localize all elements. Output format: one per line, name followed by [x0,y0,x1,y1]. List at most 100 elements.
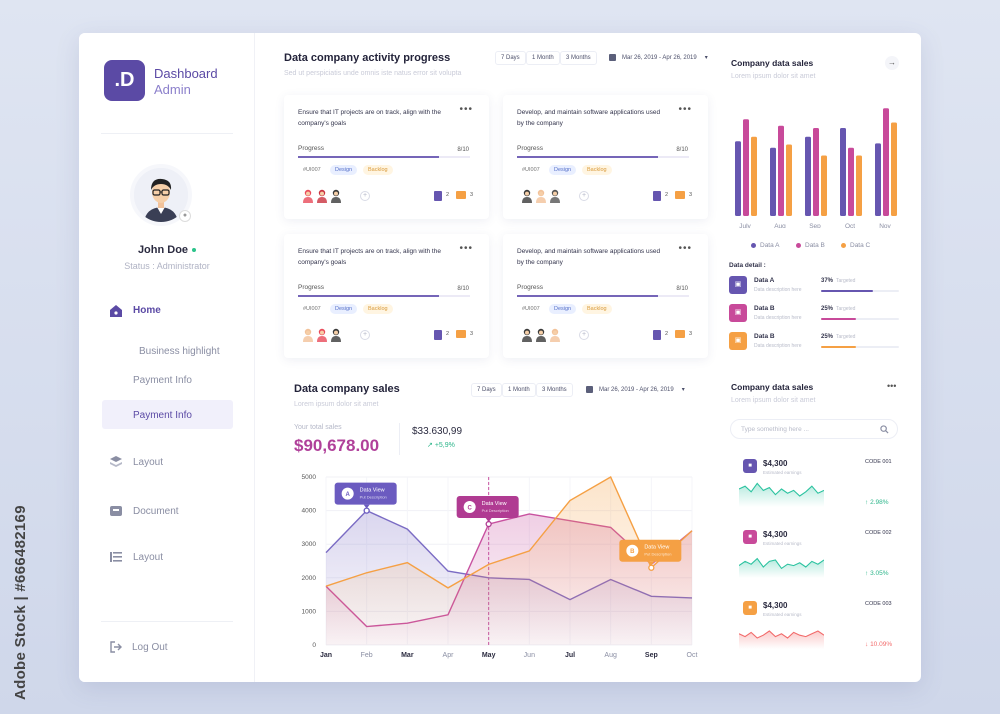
bar[interactable] [805,136,811,216]
x-axis-tick: May [482,652,496,659]
tag-chip[interactable]: Backlog [363,165,393,175]
search-icon[interactable] [880,425,889,434]
add-member-button[interactable]: + [579,330,589,340]
range-7-days[interactable]: 7 Days [495,51,526,65]
tag-chip[interactable]: Backlog [582,165,612,175]
date-range-picker[interactable]: Mar 26, 2019 - Apr 26, 2019 ▾ [604,51,713,65]
task-description: Develop, and maintain software applicati… [517,248,661,266]
task-card[interactable]: Develop, and maintain software applicati… [503,234,708,358]
nav-business-highlight[interactable]: Business highlight [139,346,220,357]
data-detail-target: Targeted [836,306,856,312]
member-avatar[interactable] [549,328,561,342]
sales-range-1-month[interactable]: 1 Month [502,383,536,397]
task-card[interactable]: Ensure that IT projects are on track, al… [284,234,489,358]
card-more-button[interactable]: ••• [678,243,692,254]
tag-chip[interactable]: #UI007 [522,306,540,312]
progress-bar-fill [298,295,440,297]
data-point[interactable] [648,564,655,571]
card-more-button[interactable]: ••• [459,104,473,115]
progress-label: Progress [517,145,544,152]
tag-chip[interactable]: Design [330,165,358,175]
tag-chip[interactable]: Design [549,304,577,314]
avatar[interactable] [130,164,192,226]
sidebar-divider [101,621,233,622]
sales-range-3-months[interactable]: 3 Months [536,383,573,397]
bar[interactable] [813,128,819,216]
tag-chip[interactable]: Backlog [582,304,612,314]
tag-chip[interactable]: #UI007 [303,306,321,312]
task-card[interactable]: Ensure that IT projects are on track, al… [284,95,489,219]
bar[interactable] [786,144,792,217]
watermark: Adobe Stock | #666482169 [12,505,29,700]
nav-payment-info[interactable]: Payment Info [133,375,192,386]
x-axis-tick: Jan [320,652,332,659]
bar[interactable] [848,147,854,216]
nav-layout-2[interactable]: Layout [79,550,255,566]
search-box[interactable] [730,419,898,439]
bar[interactable] [735,141,741,216]
tag-chip[interactable]: #UI007 [303,167,321,173]
search-input[interactable] [741,423,871,436]
bar[interactable] [751,136,757,216]
range-1-month[interactable]: 1 Month [526,51,560,65]
data-detail-row[interactable]: ▣ Data A Data description here 37% Targeted [729,276,904,300]
bar[interactable] [778,125,784,216]
data-point[interactable] [485,520,492,528]
range-3-months[interactable]: 3 Months [560,51,597,65]
tooltip-title: Data View [482,501,507,507]
bar[interactable] [891,122,897,217]
bar[interactable] [875,143,881,216]
logo-mark[interactable]: .D [104,60,145,101]
more-options-button[interactable]: ••• [887,381,897,391]
tag-chip[interactable]: Design [330,304,358,314]
data-point[interactable] [363,507,370,514]
member-avatar[interactable] [302,189,314,203]
nav-home[interactable]: Home [79,303,255,319]
data-detail-title: Data detail : [729,262,766,269]
series-line[interactable] [325,476,693,589]
nav-layout[interactable]: Layout [79,455,255,471]
add-member-button[interactable]: + [579,191,589,201]
logout-button[interactable]: Log Out [79,640,255,656]
sales-list-item[interactable]: ■ $4,300 Estimated earnings CODE 001 ↑ 2.98% [739,459,899,519]
comment-icon [675,330,685,338]
member-avatar[interactable] [549,189,561,203]
total-sales-value: $90,678.00 [294,436,380,455]
sales-range-7-days[interactable]: 7 Days [471,383,502,397]
data-detail-row[interactable]: ▣ Data B Data description here 25% Targeted [729,332,904,356]
member-avatar[interactable] [330,189,342,203]
card-more-button[interactable]: ••• [459,243,473,254]
tag-chip[interactable]: Backlog [363,304,393,314]
bar[interactable] [821,155,827,217]
member-avatar[interactable] [302,328,314,342]
member-avatar[interactable] [316,189,328,203]
member-avatar[interactable] [330,328,342,342]
member-avatar[interactable] [535,189,547,203]
bar[interactable] [883,108,889,216]
task-card[interactable]: Develop, and maintain software applicati… [503,95,708,219]
sales-list-item[interactable]: ■ $4,300 Estimated earnings CODE 003 ↓ 10.09… [739,601,899,661]
add-member-button[interactable]: + [360,191,370,201]
bar[interactable] [840,128,846,216]
bar[interactable] [856,155,862,217]
member-avatar[interactable] [521,328,533,342]
add-member-button[interactable]: + [360,330,370,340]
member-avatar[interactable] [521,189,533,203]
bar[interactable] [770,147,776,216]
tag-chip[interactable]: #UI007 [522,167,540,173]
member-avatar[interactable] [316,328,328,342]
data-detail-row[interactable]: ▣ Data B Data description here 25% Targeted [729,304,904,328]
member-avatar[interactable] [535,328,547,342]
sales-list-item[interactable]: ■ $4,300 Estimated earnings CODE 002 ↑ 3.05% [739,530,899,590]
nav-payment-info-active[interactable]: Payment Info [133,410,192,421]
arrow-right-icon[interactable]: → [885,56,899,70]
bar[interactable] [743,119,749,216]
nav-document[interactable]: Document [79,504,255,520]
sales-date-range-picker[interactable]: Mar 26, 2019 - Apr 26, 2019 ▾ [581,383,690,397]
progress-bar [298,295,470,297]
card-more-button[interactable]: ••• [678,104,692,115]
tag-chip[interactable]: Design [549,165,577,175]
